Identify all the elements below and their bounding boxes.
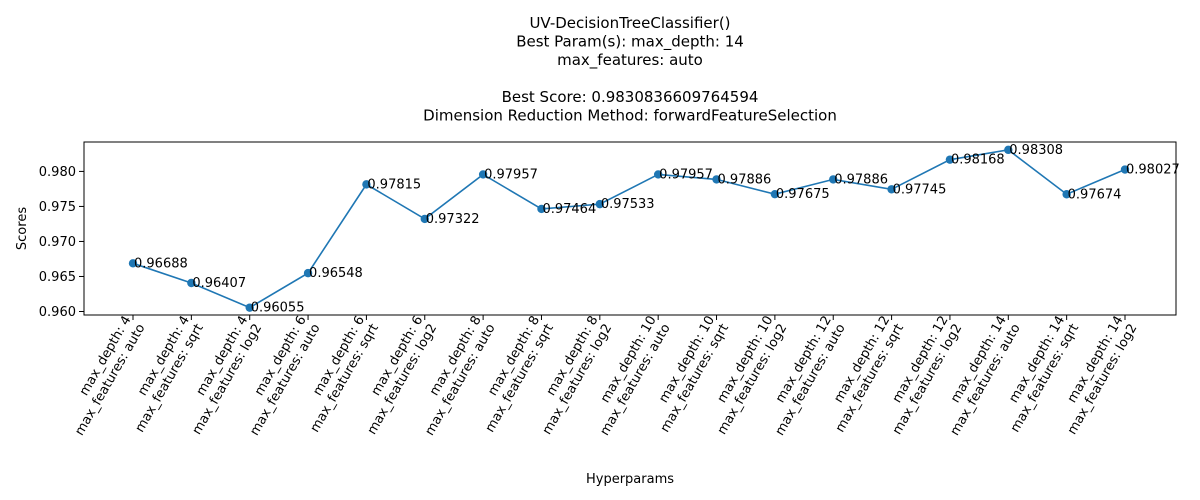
data-label: 0.97464 xyxy=(542,202,596,217)
data-label: 0.97674 xyxy=(1068,187,1122,202)
chart-title: UV-DecisionTreeClassifier()Best Param(s)… xyxy=(423,14,837,125)
data-label: 0.96688 xyxy=(134,256,188,271)
title-line-1: Best Param(s): max_depth: 14 xyxy=(516,33,744,52)
x-tick-label: max_depth: 4max_features: auto xyxy=(58,313,148,438)
x-axis-label: Hyperparams xyxy=(586,472,674,487)
data-label: 0.97957 xyxy=(484,167,538,182)
data-point xyxy=(187,278,196,288)
data-point xyxy=(1062,190,1071,199)
data-label-group: 0.96688 0.96407 0.96055 0.96548 0.97815 0.973… xyxy=(134,143,1180,316)
data-label: 0.97675 xyxy=(776,187,830,202)
y-tick-label: 0.975 xyxy=(39,200,76,215)
y-tick-label: 0.960 xyxy=(39,305,76,320)
data-point xyxy=(595,199,605,209)
data-label: 0.98308 xyxy=(1009,143,1063,158)
x-axis: max_depth: 4max_features: automax_depth:… xyxy=(58,313,1140,439)
data-point xyxy=(1120,165,1130,174)
title-line-2: max_features: auto xyxy=(557,51,703,70)
data-label: 0.96407 xyxy=(192,276,246,291)
y-tick-label: 0.970 xyxy=(39,235,76,250)
data-point xyxy=(537,204,546,214)
title-line-4: Best Score: 0.9830836609764594 xyxy=(502,88,759,106)
data-label: 0.97533 xyxy=(601,197,655,212)
data-label: 0.97886 xyxy=(834,172,888,187)
data-label: 0.97886 xyxy=(718,172,772,187)
data-label: 0.97957 xyxy=(659,167,713,182)
series-line xyxy=(132,148,1126,309)
data-point xyxy=(128,259,138,268)
data-point xyxy=(362,180,371,189)
data-point xyxy=(770,189,780,199)
data-point xyxy=(653,170,663,179)
data-label: 0.98027 xyxy=(1126,163,1180,178)
data-point xyxy=(303,268,313,278)
data-point xyxy=(478,170,488,179)
data-point xyxy=(887,185,896,194)
data-label: 0.97322 xyxy=(426,212,480,227)
data-point xyxy=(245,303,254,312)
y-tick-label: 0.980 xyxy=(39,165,76,180)
data-point xyxy=(829,175,838,184)
data-label: 0.98168 xyxy=(951,153,1005,168)
y-tick-label: 0.965 xyxy=(39,270,76,285)
title-line-5: Dimension Reduction Method: forwardFeatu… xyxy=(423,107,837,125)
data-label: 0.96055 xyxy=(251,301,305,316)
y-axis-label: Scores xyxy=(15,207,30,250)
data-point xyxy=(420,214,429,224)
data-point xyxy=(1004,145,1013,155)
data-point xyxy=(712,175,721,184)
data-label: 0.97815 xyxy=(367,177,421,192)
plot-area xyxy=(83,141,1177,316)
title-line-0: UV-DecisionTreeClassifier() xyxy=(529,14,730,32)
data-label: 0.96548 xyxy=(309,266,363,281)
data-label: 0.97745 xyxy=(893,182,947,197)
series-line-group xyxy=(128,145,1130,312)
data-point xyxy=(945,155,955,164)
y-axis: 0.960 0.965 0.970 0.975 0.980 xyxy=(39,165,84,320)
